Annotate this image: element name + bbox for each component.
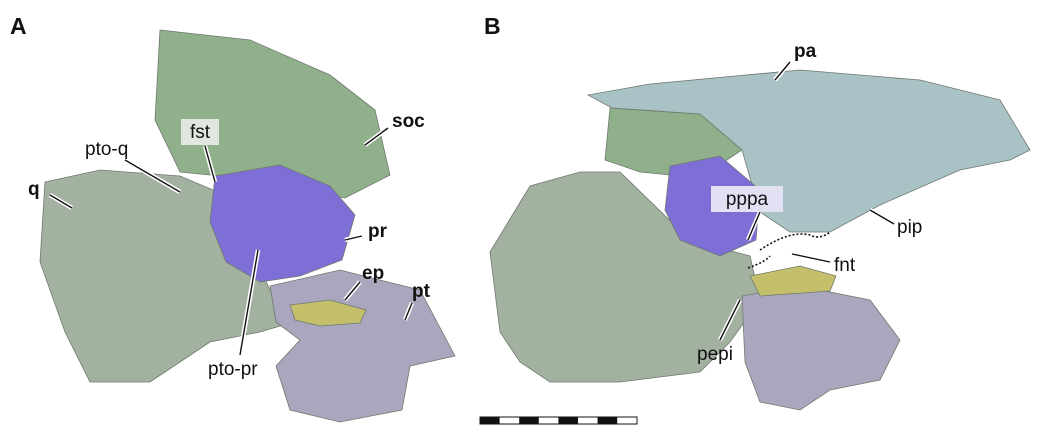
label: ep xyxy=(362,263,384,284)
label: pepi xyxy=(697,344,733,365)
label: pa xyxy=(794,41,817,62)
label: fst xyxy=(190,122,211,143)
panel-b-specimen xyxy=(490,70,1030,410)
label: fnt xyxy=(834,255,856,276)
label: pppa xyxy=(726,189,769,210)
label: soc xyxy=(392,111,425,132)
label: pr xyxy=(368,221,388,242)
label: pip xyxy=(897,217,922,238)
panel-letter: B xyxy=(484,13,501,39)
label: q xyxy=(28,179,40,200)
scale-bar xyxy=(480,417,637,424)
label: pto-q xyxy=(85,139,128,160)
label: pto-pr xyxy=(208,359,258,380)
label: pt xyxy=(412,281,431,302)
figure: A q pto-q fst soc pr ep pt pto-pr B pa p… xyxy=(0,0,1042,440)
panel-letter: A xyxy=(10,13,27,39)
